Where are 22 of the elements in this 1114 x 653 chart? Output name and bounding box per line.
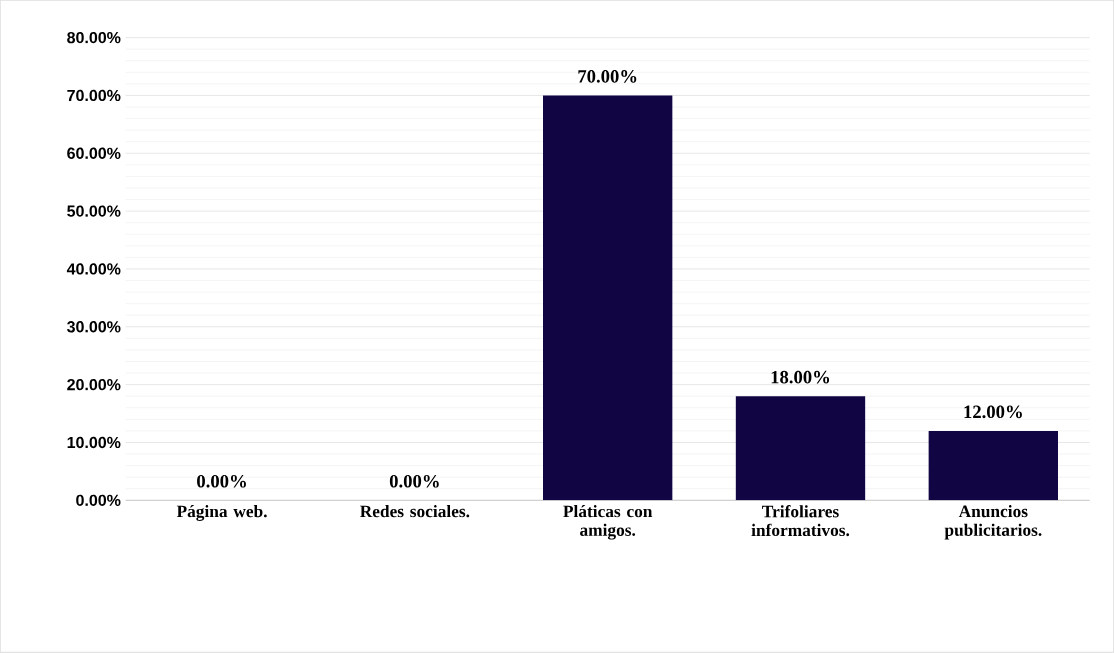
x-tick-label: Redes sociales. [360,505,470,518]
y-tick-label: 10.00% [67,437,121,449]
x-tick-label: Trifoliares informativos. [751,505,850,537]
bar [735,396,866,501]
y-tick-label: 50.00% [67,205,121,217]
y-tick-label: 60.00% [67,147,121,160]
y-tick-label: 40.00% [66,263,121,275]
data-label: 0.00% [197,475,246,488]
data-label: 0.00% [389,475,439,488]
data-label: 18.00% [771,371,830,384]
y-tick-label: 30.00% [67,321,121,333]
bar [543,95,673,501]
y-tick-label: 70.00% [67,89,121,102]
x-tick-label: Página web. [176,505,267,522]
data-label: 12.00% [964,405,1022,419]
data-label: 70.00% [578,70,637,83]
x-tick-label: Pláticas con amigos. [563,505,653,540]
y-tick-label: 20.00% [67,379,121,391]
bar [928,431,1058,501]
x-tick-label: Anuncios publicitarios. [944,505,1042,540]
y-tick-label: 0.00% [76,494,121,507]
y-tick-label: 80.00% [67,32,121,44]
